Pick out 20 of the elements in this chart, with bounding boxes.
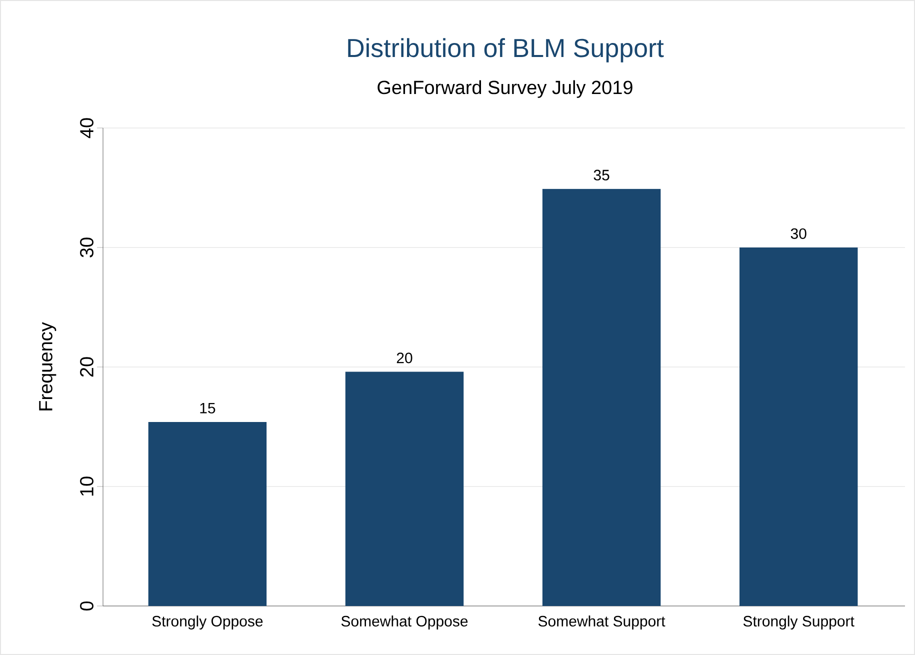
bar (739, 247, 858, 606)
bar (542, 188, 661, 606)
bar (148, 422, 267, 606)
data-label: 35 (594, 170, 610, 180)
y-tick-label: 40 (80, 118, 94, 138)
data-label: 20 (396, 352, 412, 364)
y-tick-label: 0 (80, 601, 94, 611)
y-tick-label: 30 (80, 238, 94, 258)
y-tick-label: 20 (80, 357, 94, 377)
chart-title: Distribution of BLM Support (348, 38, 664, 62)
x-tick-label: Strongly Support (743, 616, 854, 630)
x-tick-label: Strongly Oppose (152, 616, 263, 630)
x-tick-label: Somewhat Support (538, 616, 666, 630)
y-axis-title: Frequency (39, 322, 56, 410)
x-tick-label: Somewhat Oppose (341, 616, 468, 630)
bar (345, 372, 464, 606)
y-tick-label: 10 (80, 476, 94, 496)
data-label: 30 (790, 228, 806, 239)
data-label: 15 (200, 402, 216, 414)
chart-subtitle: GenForward Survey July 2019 (378, 80, 632, 98)
